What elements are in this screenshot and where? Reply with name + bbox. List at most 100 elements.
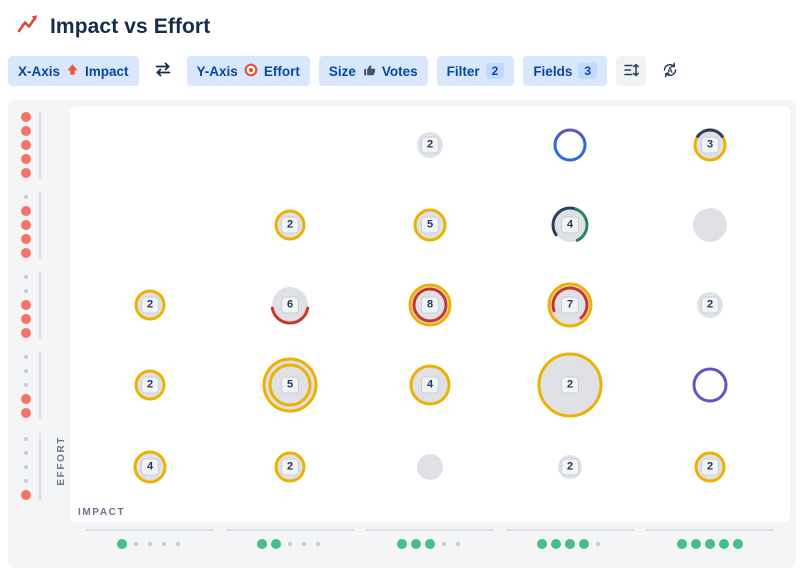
fields-count-badge: 3 bbox=[578, 63, 598, 79]
bubble-graphic bbox=[693, 208, 727, 242]
row-height-button[interactable] bbox=[616, 56, 647, 86]
impact-dot-empty bbox=[148, 542, 152, 546]
bubble-graphic bbox=[553, 128, 587, 162]
view-header: Impact vs Effort bbox=[0, 0, 804, 41]
impact-dot bbox=[425, 539, 435, 549]
bubble-count-badge: 2 bbox=[281, 216, 299, 234]
filter-button[interactable]: Filter 2 bbox=[436, 56, 515, 86]
matrix-bubble[interactable]: 4 bbox=[407, 362, 453, 408]
effort-dot bbox=[21, 206, 31, 216]
matrix-bubble[interactable]: 2 bbox=[272, 207, 308, 243]
fields-button-label: Fields bbox=[533, 63, 573, 79]
impact-dot bbox=[691, 539, 701, 549]
effort-dot bbox=[21, 234, 31, 244]
effort-dot bbox=[21, 140, 31, 150]
impact-dot bbox=[117, 539, 127, 549]
effort-dot-empty bbox=[24, 289, 28, 293]
matrix-bubble[interactable]: 2 bbox=[554, 451, 586, 483]
matrix-bubble[interactable]: 4 bbox=[549, 204, 591, 246]
impact-dot-empty bbox=[596, 542, 600, 546]
impact-dot bbox=[257, 539, 267, 549]
matrix-bubble[interactable]: 6 bbox=[268, 283, 312, 327]
effort-dot-empty bbox=[24, 195, 28, 199]
matrix-bubble[interactable] bbox=[551, 126, 589, 164]
x-axis-label: IMPACT bbox=[78, 507, 126, 518]
filter-button-label: Filter bbox=[446, 63, 480, 79]
impact-dot bbox=[705, 539, 715, 549]
bubble-count-badge: 5 bbox=[281, 376, 299, 394]
y-axis-separator bbox=[39, 111, 41, 179]
impact-dot bbox=[565, 539, 575, 549]
impact-dot bbox=[579, 539, 589, 549]
bubble-graphic bbox=[692, 367, 728, 403]
effort-dot-empty bbox=[24, 465, 28, 469]
filter-count-badge: 2 bbox=[485, 63, 505, 79]
view-title: Impact vs Effort bbox=[50, 14, 211, 38]
bubble-count-badge: 7 bbox=[561, 296, 579, 314]
impact-dot bbox=[271, 539, 281, 549]
matrix-bubble[interactable]: 2 bbox=[272, 449, 308, 485]
effort-dot-empty bbox=[24, 355, 28, 359]
effort-dot bbox=[21, 154, 31, 164]
x-axis-separator bbox=[506, 529, 634, 531]
bubble-count-badge: 2 bbox=[561, 458, 579, 476]
matrix-bubble[interactable]: 5 bbox=[411, 206, 449, 244]
effort-dot bbox=[21, 220, 31, 230]
effort-dot bbox=[21, 490, 31, 500]
impact-dot bbox=[551, 539, 561, 549]
impact-dot-empty bbox=[162, 542, 166, 546]
matrix-bubble[interactable]: 8 bbox=[406, 281, 454, 329]
effort-dot bbox=[21, 328, 31, 338]
matrix-bubble[interactable]: 2 bbox=[132, 287, 168, 323]
bubble-count-badge: 4 bbox=[141, 458, 159, 476]
matrix-bubble[interactable]: 2 bbox=[132, 367, 168, 403]
auto-refresh-icon: A bbox=[661, 61, 679, 82]
auto-refresh-button[interactable]: A bbox=[655, 56, 685, 86]
bubble-count-badge: 5 bbox=[421, 216, 439, 234]
size-button-label: Size bbox=[328, 63, 356, 79]
effort-dot bbox=[21, 314, 31, 324]
effort-dot-empty bbox=[24, 437, 28, 441]
x-axis-separator bbox=[86, 529, 214, 531]
matrix-bubble[interactable] bbox=[689, 204, 731, 246]
chart-line-icon bbox=[16, 12, 40, 41]
matrix-bubble[interactable]: 3 bbox=[691, 126, 729, 164]
effort-dot bbox=[21, 394, 31, 404]
y-axis-button-value: Effort bbox=[263, 63, 300, 79]
effort-dot-empty bbox=[24, 451, 28, 455]
bubble-count-badge: 4 bbox=[421, 376, 439, 394]
impact-dot-empty bbox=[456, 542, 460, 546]
y-axis-separator bbox=[39, 271, 41, 339]
impact-dot bbox=[733, 539, 743, 549]
bubble-count-badge: 2 bbox=[141, 376, 159, 394]
effort-dot bbox=[21, 248, 31, 258]
matrix-bubble[interactable] bbox=[413, 450, 447, 484]
impact-dot bbox=[537, 539, 547, 549]
x-axis-button[interactable]: X-Axis Impact bbox=[8, 56, 139, 86]
bubble-count-badge: 2 bbox=[701, 458, 719, 476]
size-button[interactable]: Size Votes bbox=[318, 56, 428, 86]
matrix-bubble[interactable]: 5 bbox=[260, 355, 320, 415]
matrix-bubble[interactable]: 2 bbox=[413, 128, 447, 162]
matrix-bubble[interactable]: 2 bbox=[535, 350, 605, 420]
effort-dot-empty bbox=[24, 275, 28, 279]
impact-dot bbox=[411, 539, 421, 549]
matrix-bubble[interactable]: 7 bbox=[545, 280, 595, 330]
matrix-bubble[interactable] bbox=[690, 365, 730, 405]
fields-button[interactable]: Fields 3 bbox=[523, 56, 608, 86]
bubble-count-badge: 3 bbox=[701, 136, 719, 154]
y-axis-button[interactable]: Y-Axis Effort bbox=[186, 56, 310, 86]
swap-axes-button[interactable] bbox=[148, 56, 178, 86]
impact-dot-empty bbox=[442, 542, 446, 546]
bubble-graphic bbox=[417, 454, 443, 480]
svg-text:A: A bbox=[667, 65, 673, 74]
y-axis-separator bbox=[39, 433, 41, 501]
row-height-icon bbox=[623, 62, 639, 81]
bubble-count-badge: 2 bbox=[281, 458, 299, 476]
matrix-bubble[interactable]: 4 bbox=[131, 448, 169, 486]
swap-arrows-icon bbox=[154, 62, 172, 80]
impact-dot-empty bbox=[316, 542, 320, 546]
bubble-count-badge: 8 bbox=[421, 296, 439, 314]
matrix-bubble[interactable]: 2 bbox=[693, 288, 727, 322]
matrix-bubble[interactable]: 2 bbox=[692, 449, 728, 485]
